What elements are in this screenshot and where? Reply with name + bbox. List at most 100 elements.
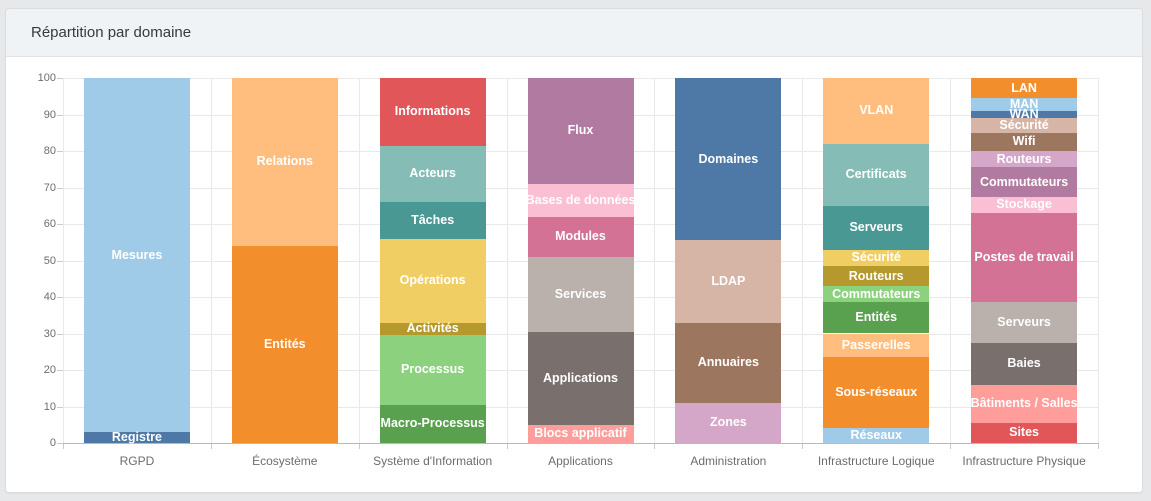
- bar-segment[interactable]: LAN: [971, 78, 1078, 99]
- bar-segment[interactable]: Stockage: [971, 196, 1078, 214]
- y-axis-tick: [57, 187, 63, 189]
- y-axis-label: 50: [43, 254, 56, 267]
- x-axis-line: [63, 443, 1099, 444]
- bar-segment-label: Routeurs: [996, 151, 1052, 166]
- bar-segment[interactable]: Informations: [379, 78, 486, 146]
- bar-segment[interactable]: Bases de données: [525, 183, 636, 217]
- bar-segment-label: Wifi: [1012, 134, 1036, 149]
- bar-segment-label: Domaines: [698, 151, 759, 166]
- bar-segment[interactable]: VLAN: [823, 78, 930, 144]
- y-axis-tick: [57, 297, 63, 298]
- bar-segment-label: Sites: [1009, 425, 1039, 440]
- bar-segment[interactable]: Routeurs: [823, 265, 930, 287]
- bar-segment[interactable]: Commutateurs: [971, 167, 1078, 197]
- y-axis-tick: [57, 151, 63, 152]
- bar-segment[interactable]: Services: [527, 256, 634, 332]
- bar-segment-label: Bases de données: [525, 192, 636, 207]
- bar-segment[interactable]: Relations: [231, 78, 338, 246]
- bar-segment-label: Modules: [555, 229, 606, 244]
- bar-segment[interactable]: Entités: [231, 245, 338, 443]
- bar-segment-label: Baies: [1007, 356, 1041, 371]
- bar-segment[interactable]: Sécurité: [823, 249, 930, 266]
- bar-segment-label: Réseaux: [850, 428, 902, 443]
- bar-segment[interactable]: Sous-réseaux: [823, 357, 930, 429]
- bar-segment[interactable]: Mesures: [83, 78, 190, 433]
- bar-segment[interactable]: Sites: [971, 422, 1078, 443]
- bar-segment-label: Sécurité: [851, 250, 901, 265]
- bar-segment[interactable]: Bâtiments / Salles: [971, 384, 1078, 423]
- x-axis-tick: [802, 443, 804, 449]
- bar-segment[interactable]: Processus: [379, 335, 486, 405]
- bar-segment-label: Sécurité: [999, 117, 1049, 132]
- bar-segment[interactable]: Applications: [527, 331, 634, 425]
- bar-segment[interactable]: Domaines: [675, 78, 782, 241]
- bar-segment[interactable]: Acteurs: [379, 145, 486, 203]
- bar-segment-label: Sous-réseaux: [835, 385, 918, 400]
- bar-segment-label: Tâches: [411, 212, 455, 227]
- bar-segment[interactable]: Réseaux: [823, 428, 930, 443]
- y-axis-tick: [57, 114, 63, 116]
- bar-segment[interactable]: WAN: [971, 107, 1078, 121]
- bar-segment[interactable]: Baies: [971, 342, 1078, 385]
- x-axis-label: RGPD: [119, 454, 155, 468]
- bar-segment-label: Informations: [394, 104, 471, 119]
- y-axis-tick: [57, 370, 63, 371]
- y-axis-tick: [57, 78, 63, 79]
- x-axis-tick: [210, 443, 212, 449]
- bar-segment-label: Macro-Processus: [380, 416, 485, 431]
- x-axis-tick: [1098, 443, 1099, 449]
- bar-segment[interactable]: Serveurs: [971, 302, 1078, 343]
- bar-segment-label: Blocs applicatif: [534, 426, 627, 441]
- bar-segment-label: LDAP: [711, 273, 746, 288]
- bar-segment[interactable]: LDAP: [675, 240, 782, 323]
- bar-segment-label: Passerelles: [841, 337, 911, 352]
- y-axis-label: 100: [37, 72, 56, 84]
- bar-segment-label: Routeurs: [848, 268, 904, 283]
- x-axis-label: Infrastructure Logique: [817, 454, 935, 468]
- bar-segment-label: WAN: [1009, 107, 1039, 121]
- bar-segment-label: Commutateurs: [832, 286, 921, 301]
- bar-segment-label: Activités: [406, 321, 459, 336]
- bar-segment[interactable]: Activités: [379, 321, 486, 336]
- bar-segment-label: Mesures: [111, 247, 163, 262]
- bar-segment[interactable]: Macro-Processus: [379, 404, 486, 443]
- grid-line-vertical: [654, 78, 656, 443]
- y-axis-label: 0: [49, 437, 56, 449]
- bar-segment[interactable]: Routeurs: [971, 151, 1078, 168]
- bar-segment-label: Relations: [256, 154, 313, 169]
- bar-segment[interactable]: Zones: [675, 402, 782, 443]
- bar-segment[interactable]: Blocs applicatif: [527, 424, 634, 443]
- x-axis-label: Administration: [690, 454, 767, 468]
- bar-segment[interactable]: MAN: [971, 96, 1078, 111]
- x-axis-label: Applications: [548, 454, 613, 468]
- x-axis-label: Infrastructure Physique: [962, 454, 1086, 468]
- bar-segment[interactable]: Annuaires: [675, 322, 782, 403]
- bar-segment-label: Postes de travail: [974, 250, 1074, 265]
- bar-segment[interactable]: Certificats: [823, 143, 930, 206]
- bar-segment[interactable]: Sécurité: [971, 117, 1078, 133]
- chart-plot: 0 10 20 30 40 50 60 70 80 90 100 RGPD Écosystème Syst…: [6, 57, 1142, 492]
- bar-segment[interactable]: Passerelles: [823, 333, 930, 358]
- y-axis-tick: [57, 260, 63, 262]
- x-axis-tick: [506, 443, 508, 449]
- bar-segment[interactable]: Wifi: [971, 132, 1078, 151]
- y-axis-label: 20: [43, 364, 56, 376]
- bar-segment[interactable]: Modules: [527, 216, 634, 257]
- bar-segment-label: MAN: [1009, 96, 1039, 111]
- bar-segment[interactable]: Serveurs: [823, 205, 930, 250]
- x-axis-label: Écosystème: [252, 454, 318, 468]
- bar-segment[interactable]: Entités: [823, 302, 930, 334]
- card-header: Répartition par domaine: [6, 9, 1142, 57]
- bar-segment[interactable]: Commutateurs: [823, 286, 930, 303]
- bar-segment[interactable]: Postes de travail: [971, 213, 1078, 303]
- bar-segment[interactable]: Flux: [527, 78, 634, 184]
- y-axis-label: 60: [43, 218, 56, 230]
- x-axis-tick: [654, 443, 656, 449]
- x-axis-label: Système d'Information: [373, 454, 493, 468]
- x-axis-tick: [63, 443, 64, 449]
- bar-segment[interactable]: Tâches: [379, 202, 486, 239]
- bar-segment[interactable]: Opérations: [379, 238, 486, 323]
- grid-line-vertical: [950, 78, 952, 443]
- bar-segment[interactable]: Registre: [83, 431, 190, 444]
- y-axis-tick: [57, 406, 63, 408]
